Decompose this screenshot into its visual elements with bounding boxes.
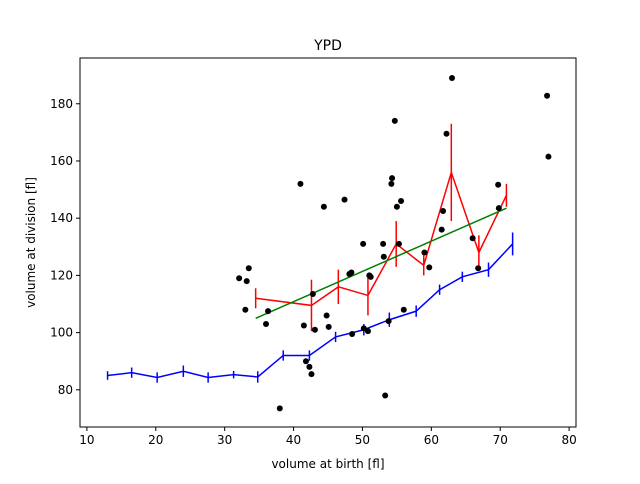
scatter-point xyxy=(388,180,395,187)
scatter-point xyxy=(449,75,455,82)
scatter-point xyxy=(308,371,315,378)
scatter-point xyxy=(309,290,316,297)
y-tick-label: 180 xyxy=(50,97,73,111)
scatter-point xyxy=(389,175,396,182)
scatter-point xyxy=(385,318,392,325)
scatter-point xyxy=(495,181,502,188)
scatter-point xyxy=(311,326,318,333)
plot-frame xyxy=(79,57,577,428)
scatter-point xyxy=(391,117,398,124)
scatter-point xyxy=(438,226,445,233)
y-tick-label: 120 xyxy=(50,268,73,282)
scatter-point xyxy=(263,321,269,328)
scatter-point xyxy=(367,273,374,280)
scatter-point xyxy=(348,269,355,276)
y-tick-label: 80 xyxy=(58,383,73,397)
x-tick-label: 10 xyxy=(79,433,94,447)
scatter-point xyxy=(469,235,476,242)
scatter-point xyxy=(276,405,283,412)
scatter-point xyxy=(265,308,272,315)
x-tick-label: 40 xyxy=(286,433,301,447)
y-axis-label: volume at division [fl] xyxy=(24,177,38,308)
scatter-point xyxy=(323,312,330,319)
scatter-point xyxy=(426,264,433,271)
scatter-point xyxy=(245,265,252,272)
scatter-point xyxy=(495,205,502,212)
x-tick-label: 50 xyxy=(355,433,370,447)
y-axis-ticks: 80 100 120 140 160 180 xyxy=(50,97,80,397)
x-tick-label: 70 xyxy=(493,433,508,447)
x-tick-label: 60 xyxy=(424,433,439,447)
scatter-point xyxy=(364,328,371,335)
scatter-point xyxy=(443,130,450,137)
scatter-point xyxy=(302,358,309,365)
scatter-point xyxy=(306,363,313,370)
scatter-point xyxy=(242,306,249,313)
scatter-point xyxy=(341,196,348,203)
scatter-point xyxy=(297,180,304,187)
x-tick-label: 20 xyxy=(148,433,163,447)
x-tick-label: 30 xyxy=(217,433,232,447)
x-tick-label: 80 xyxy=(561,433,576,447)
scatter-point xyxy=(349,331,356,338)
x-axis-label: volume at birth [fl] xyxy=(271,457,384,471)
scatter-point xyxy=(320,203,327,210)
y-tick-label: 100 xyxy=(50,326,73,340)
y-tick-label: 160 xyxy=(50,154,73,168)
scatter-point xyxy=(382,392,389,399)
scatter-point xyxy=(393,203,400,210)
y-tick-label: 140 xyxy=(50,211,73,225)
scatter-point xyxy=(400,306,407,313)
scatter-point xyxy=(544,92,551,99)
scatter-points xyxy=(236,75,552,412)
series-0 xyxy=(106,232,514,383)
scatter-point xyxy=(380,253,387,260)
scatter-point xyxy=(398,198,405,205)
scatter-point xyxy=(360,240,367,247)
scatter-point xyxy=(236,275,243,282)
scatter-point xyxy=(380,240,387,247)
x-axis-ticks: 10 20 30 40 50 60 70 80 xyxy=(79,427,577,447)
scatter-point xyxy=(421,249,428,256)
series-1 xyxy=(254,123,508,332)
plot-area xyxy=(106,75,552,412)
scatter-point xyxy=(325,323,332,330)
scatter-point xyxy=(395,240,402,247)
series-line xyxy=(255,207,507,319)
scatter-point xyxy=(475,265,482,272)
series-2 xyxy=(255,207,507,319)
chart-title: YPD xyxy=(313,38,342,54)
scatter-point xyxy=(243,278,250,285)
scatter-point xyxy=(300,322,307,329)
series-line xyxy=(255,169,508,307)
scatter-point xyxy=(545,153,552,160)
scatter-point xyxy=(440,208,447,215)
